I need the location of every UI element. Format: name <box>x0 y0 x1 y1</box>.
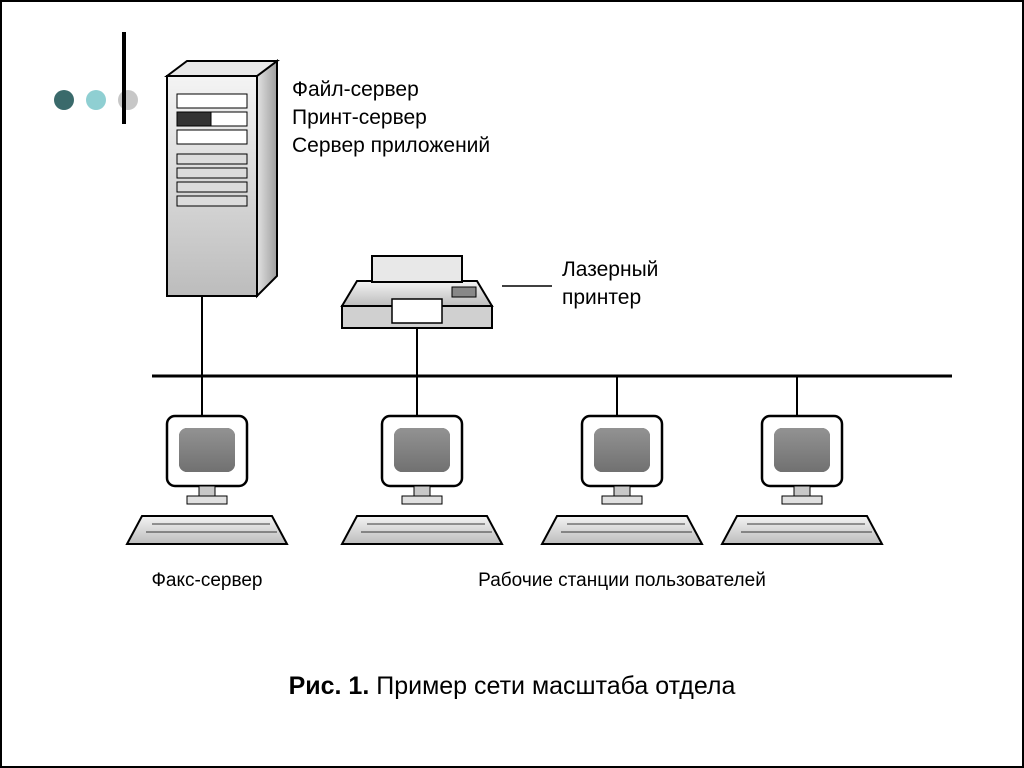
workstation-4-icon <box>722 416 882 544</box>
printer-label-1: Лазерный <box>562 258 658 281</box>
server-label-2: Принт-сервер <box>292 106 427 129</box>
workstation-3-icon <box>542 416 702 544</box>
workstation-2-icon <box>342 416 502 544</box>
server-icon <box>167 61 277 296</box>
printer-label-2: принтер <box>562 286 641 309</box>
printer-icon <box>342 256 492 328</box>
workstation-1-icon <box>127 416 287 544</box>
workstations-label: Рабочие станции пользователей <box>478 570 766 591</box>
network-diagram: Файл-сервер Принт-сервер Сервер приложен… <box>122 46 982 626</box>
caption-text: Пример сети масштаба отдела <box>376 672 735 700</box>
caption-bold: Рис. 1. <box>289 672 370 700</box>
server-label-1: Файл-сервер <box>292 78 419 101</box>
server-label-3: Сервер приложений <box>292 134 490 157</box>
bullet-2-icon <box>86 90 106 110</box>
bullet-1-icon <box>54 90 74 110</box>
page-frame: Файл-сервер Принт-сервер Сервер приложен… <box>0 0 1024 768</box>
fax-server-label: Факс-сервер <box>151 570 262 591</box>
figure-caption: Рис. 1. Пример сети масштаба отдела <box>2 672 1022 701</box>
